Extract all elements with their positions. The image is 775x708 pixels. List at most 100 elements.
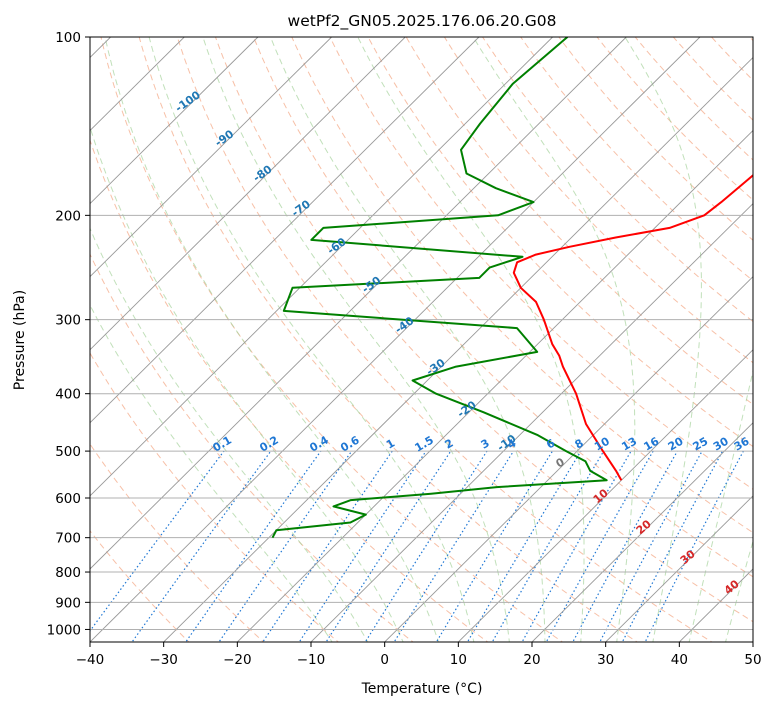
x-tick-label: 30 (597, 652, 614, 668)
y-tick-label: 400 (55, 387, 81, 403)
line-labels: -100-90-80-70-60-50-40-30-20-100.1 0.2 0.4… (173, 88, 752, 597)
mixing-ratio-line (644, 450, 744, 642)
moist-adiabat-line (104, 37, 440, 642)
dry-adiabat-line (90, 530, 190, 642)
dry-adiabat-line (138, 37, 638, 642)
dry-adiabat-line (672, 37, 753, 121)
isotherm-line (90, 37, 259, 205)
moist-adiabat-line (90, 304, 333, 642)
y-tick-label: 700 (55, 531, 81, 547)
dry-adiabat-label: 20 (634, 517, 654, 537)
dry-adiabat-line (100, 37, 564, 642)
x-tick-label: 50 (744, 652, 761, 668)
mixing-ratio-line (621, 450, 724, 642)
dry-adiabat-label: 40 (722, 577, 742, 597)
mixing-ratio-line (185, 450, 322, 642)
isotherm-line (531, 422, 753, 642)
y-tick-label: 100 (55, 30, 81, 46)
plot-frame (89, 36, 754, 643)
x-tick-label: −20 (223, 652, 252, 668)
y-tick-label: 1000 (47, 622, 81, 638)
mixing-ratio-line (393, 450, 515, 642)
isotherm-line (752, 641, 753, 642)
y-tick-label: 500 (55, 444, 81, 460)
dry-adiabat-line (291, 37, 753, 534)
isotherm-line (605, 495, 753, 642)
y-tick-label: 800 (55, 565, 81, 581)
isotherm-label: -100 (173, 88, 203, 115)
dry-adiabat-line (596, 37, 753, 201)
mixing-ratio-line (435, 450, 554, 642)
mixing-ratio-line (599, 450, 703, 642)
isotherm-line (90, 37, 627, 570)
x-tick-label: −10 (297, 652, 326, 668)
isotherm-line (90, 37, 406, 351)
y-tick-label: 200 (55, 208, 81, 224)
mixing-ratio-line (572, 450, 678, 642)
x-tick-label: 0 (380, 652, 389, 668)
isotherm-label: -60 (325, 235, 349, 257)
dry-adiabat-line (176, 37, 713, 642)
x-axis-ticks: −40 −30 −20 −10 0 10 20 30 40 50 (76, 642, 762, 668)
y-tick-label: 900 (55, 595, 81, 611)
dry-adiabat-line (90, 253, 414, 642)
grid-lines (90, 37, 753, 642)
mixing-ratio-line (298, 450, 427, 642)
dry-adiabat-line (558, 37, 753, 241)
x-tick-label: 20 (523, 652, 540, 668)
isotherm-line (90, 37, 480, 424)
dry-adiabat-label: 10 (591, 486, 611, 506)
isotherm-line (310, 202, 753, 642)
chart-title: wetPf2_GN05.2025.176.06.20.G08 (288, 12, 557, 31)
isotherm-label: -80 (251, 162, 275, 184)
isotherm-line (237, 129, 753, 642)
isotherm-line (458, 349, 753, 642)
isotherm-label: -70 (289, 197, 313, 219)
mixing-ratio-label: 2 (442, 437, 455, 452)
mixing-ratio-label: 3 (479, 437, 492, 452)
dry-adiabat-line (710, 37, 753, 82)
x-tick-label: 10 (450, 652, 467, 668)
isotherm-line (90, 37, 332, 278)
isotherm-label: -50 (360, 274, 384, 296)
x-tick-label: −40 (76, 652, 105, 668)
temperature-profile-line (512, 173, 753, 481)
x-axis-label: Temperature (°C) (361, 681, 483, 697)
mixing-ratio-line (466, 450, 582, 642)
mixing-ratio-line (364, 450, 488, 642)
moist-adiabat-line (202, 37, 510, 642)
mixing-ratio-line (131, 450, 272, 642)
moist-adiabat-line (148, 37, 475, 642)
isotherm-line (384, 276, 753, 642)
mixing-ratio-label: 6 (544, 436, 557, 451)
dry-adiabat-line (443, 37, 753, 364)
y-axis-label: Pressure (hPa) (12, 290, 28, 390)
dry-adiabat-line (90, 443, 265, 642)
y-tick-label: 600 (55, 491, 81, 507)
y-axis-ticks: 1000 900 800 700 600 500 400 300 200 100 (47, 30, 90, 638)
moist-adiabat-line (688, 368, 753, 642)
dry-adiabat-line (749, 37, 753, 42)
dry-adiabat-line (405, 37, 753, 405)
dry-adiabat-line (481, 37, 753, 323)
mixing-ratio-line (262, 450, 393, 642)
dry-adiabat-line (90, 352, 340, 642)
moist-adiabat-line (90, 125, 404, 642)
x-tick-label: 40 (671, 652, 688, 668)
background-reference-lines (90, 37, 753, 642)
dry-adiabat-line (329, 37, 753, 490)
isotherm-line (90, 37, 701, 642)
series-group (271, 37, 753, 539)
x-tick-label: −30 (149, 652, 178, 668)
dry-adiabat-line (90, 138, 489, 642)
dry-adiabat-line (520, 37, 753, 282)
mixing-ratio-line (521, 450, 632, 642)
dry-adiabat-label: 30 (678, 547, 698, 567)
dewpoint-profile-line (271, 37, 608, 539)
dry-adiabat-line (253, 37, 753, 578)
isotherm-line (679, 568, 753, 642)
dry-adiabat-line (214, 37, 753, 623)
mixing-ratio-line (90, 450, 225, 632)
moist-adiabat-line (90, 227, 369, 642)
isotherm-label: -90 (213, 127, 237, 149)
